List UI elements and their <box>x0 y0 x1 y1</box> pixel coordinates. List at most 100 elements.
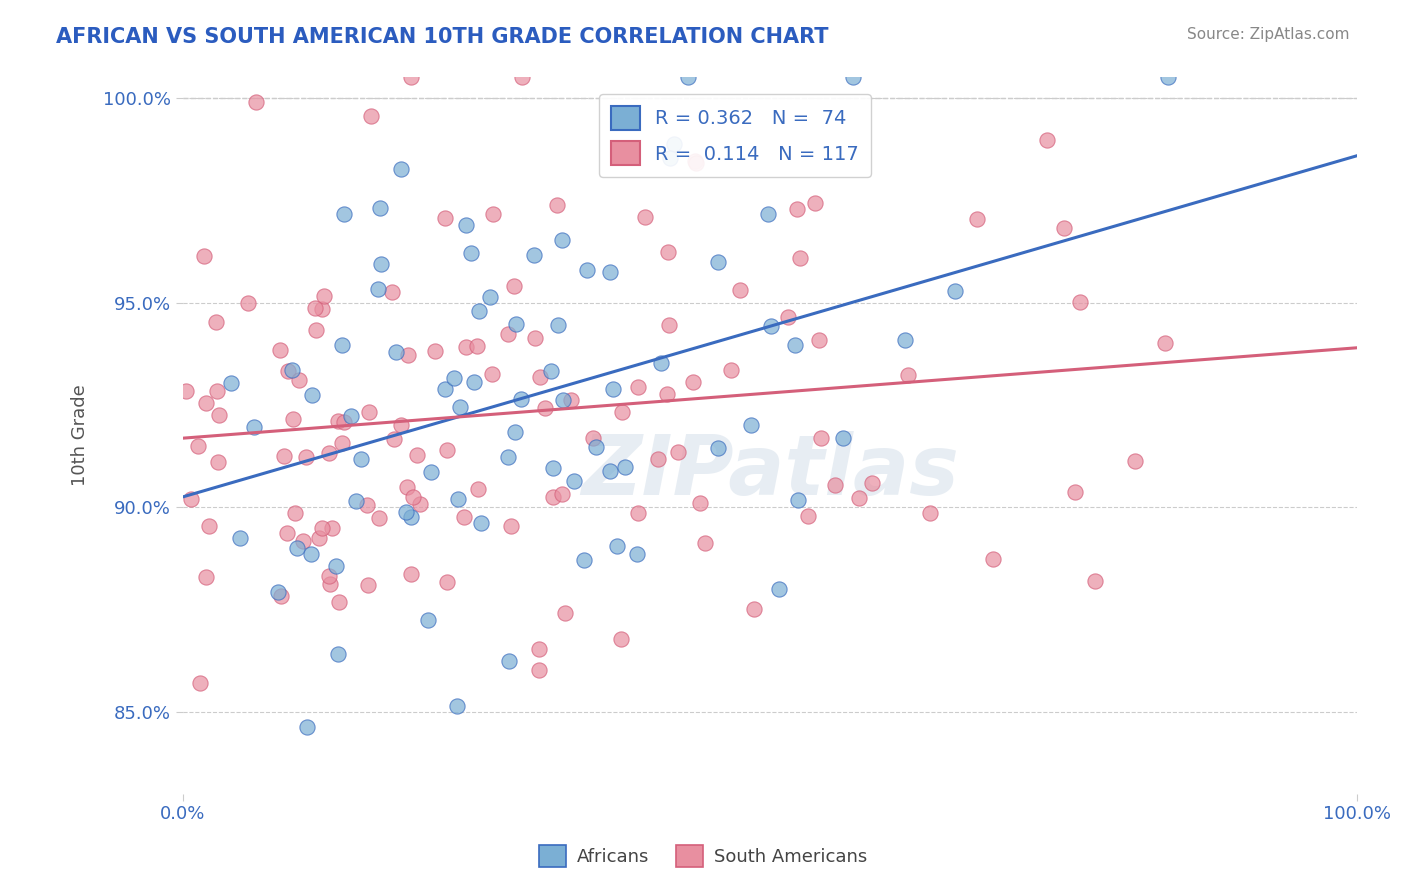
Point <box>1123 454 1146 468</box>
Point <box>529 370 551 384</box>
Point <box>581 431 603 445</box>
Point <box>187 439 209 453</box>
Point <box>655 387 678 401</box>
Point <box>423 344 446 359</box>
Point <box>498 654 520 668</box>
Point <box>270 589 292 603</box>
Point <box>299 547 322 561</box>
Point <box>304 301 326 315</box>
Point <box>357 404 380 418</box>
Point <box>1064 485 1087 500</box>
Point <box>685 156 707 170</box>
Point <box>406 448 429 462</box>
Point <box>205 315 228 329</box>
Point <box>301 388 323 402</box>
Point <box>683 153 706 168</box>
Point <box>807 334 830 348</box>
Point <box>330 436 353 450</box>
Point <box>666 445 689 459</box>
Point <box>540 364 562 378</box>
Point <box>174 384 197 399</box>
Point <box>662 136 685 151</box>
Point <box>344 493 367 508</box>
Point <box>318 446 340 460</box>
Point <box>208 409 231 423</box>
Point <box>291 534 314 549</box>
Point <box>546 197 568 211</box>
Text: Source: ZipAtlas.com: Source: ZipAtlas.com <box>1187 27 1350 42</box>
Point <box>576 263 599 277</box>
Point <box>367 282 389 296</box>
Point <box>350 452 373 467</box>
Point <box>502 279 524 293</box>
Point <box>482 206 505 220</box>
Point <box>496 327 519 342</box>
Point <box>389 418 412 433</box>
Y-axis label: 10th Grade: 10th Grade <box>72 384 89 486</box>
Point <box>236 296 259 310</box>
Point <box>328 595 350 609</box>
Point <box>1053 220 1076 235</box>
Point <box>205 384 228 398</box>
Point <box>295 450 318 464</box>
Point <box>523 247 546 261</box>
Point <box>786 202 808 217</box>
Legend: Africans, South Americans: Africans, South Americans <box>531 838 875 874</box>
Point <box>610 632 633 646</box>
Point <box>193 249 215 263</box>
Point <box>804 196 827 211</box>
Point <box>399 509 422 524</box>
Point <box>1084 574 1107 589</box>
Point <box>295 719 318 733</box>
Point <box>399 70 422 85</box>
Point <box>824 477 846 491</box>
Point <box>657 245 679 260</box>
Point <box>314 289 336 303</box>
Point <box>399 566 422 581</box>
Point <box>273 450 295 464</box>
Point <box>920 506 942 520</box>
Point <box>287 373 309 387</box>
Point <box>626 547 648 561</box>
Point <box>284 506 307 520</box>
Point <box>650 355 672 369</box>
Point <box>626 506 648 520</box>
Point <box>742 601 765 615</box>
Point <box>893 334 915 348</box>
Point <box>326 647 349 661</box>
Point <box>418 613 440 627</box>
Point <box>368 201 391 215</box>
Point <box>446 698 468 713</box>
Point <box>585 440 607 454</box>
Point <box>614 460 637 475</box>
Point <box>499 518 522 533</box>
Point <box>560 393 582 408</box>
Point <box>510 70 533 85</box>
Point <box>842 70 865 85</box>
Point <box>797 509 820 524</box>
Point <box>449 401 471 415</box>
Point <box>333 207 356 221</box>
Point <box>408 497 430 511</box>
Point <box>180 491 202 506</box>
Point <box>318 569 340 583</box>
Point <box>682 375 704 389</box>
Point <box>707 255 730 269</box>
Point <box>283 412 305 426</box>
Point <box>481 368 503 382</box>
Point <box>860 476 883 491</box>
Point <box>470 516 492 530</box>
Point <box>198 518 221 533</box>
Legend: R = 0.362   N =  74, R =  0.114   N = 117: R = 0.362 N = 74, R = 0.114 N = 117 <box>599 95 870 177</box>
Point <box>658 318 681 332</box>
Point <box>395 505 418 519</box>
Point <box>463 375 485 389</box>
Point <box>382 432 405 446</box>
Point <box>318 577 340 591</box>
Point <box>245 95 267 109</box>
Point <box>505 318 527 332</box>
Point <box>460 245 482 260</box>
Point <box>385 344 408 359</box>
Point <box>333 415 356 429</box>
Point <box>277 364 299 378</box>
